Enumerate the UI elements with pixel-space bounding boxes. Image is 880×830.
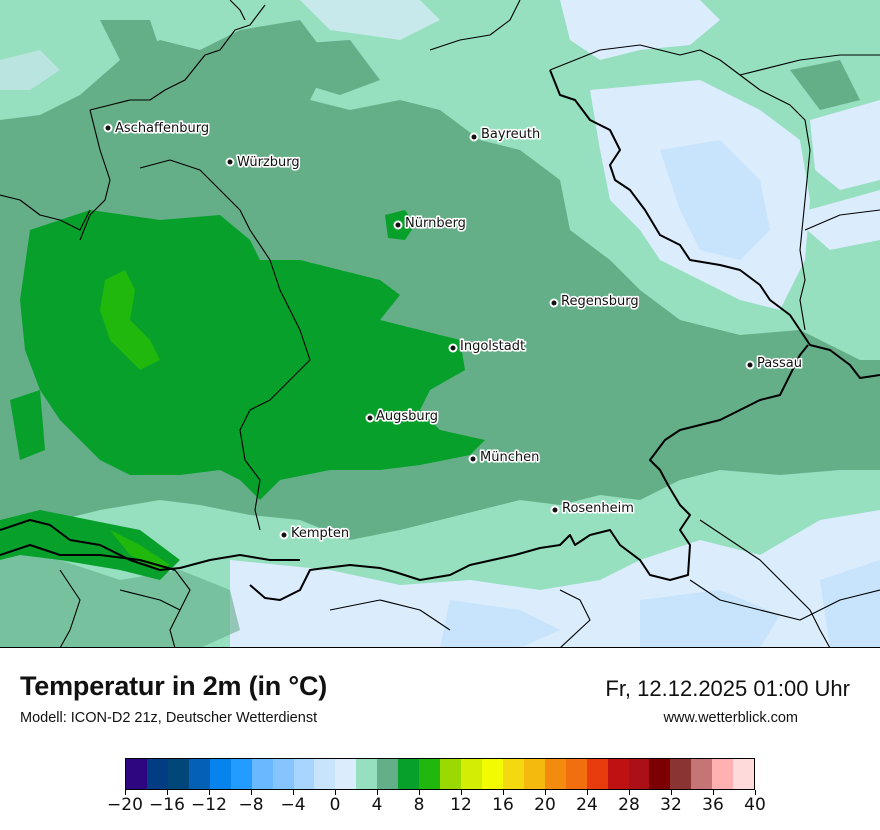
city-rosenheim: Rosenheim (550, 499, 636, 518)
map-svg: Aschaffenburg Würzburg Bayreuth Nürnberg… (0, 0, 880, 647)
website-link[interactable]: www.wetterblick.com (663, 710, 798, 726)
colorbar-segment (712, 759, 734, 789)
colorbar-tick (376, 790, 378, 795)
city-ingolstadt: Ingolstadt (448, 337, 527, 356)
colorbar-tick (502, 790, 504, 795)
svg-text:Würzburg: Würzburg (237, 155, 300, 170)
colorbar-tick (166, 790, 168, 795)
colorbar-segment (126, 759, 147, 789)
country-borders (0, 0, 880, 647)
svg-text:Bayreuth: Bayreuth (481, 127, 540, 142)
city-augsburg: Augsburg (365, 407, 440, 426)
colorbar-segment (398, 759, 420, 789)
colorbar-tick-label: −12 (191, 795, 227, 815)
svg-text:Kempten: Kempten (291, 526, 349, 541)
colorbar-tick-label: 32 (660, 795, 682, 815)
city-wuerzburg: Würzburg (225, 153, 301, 172)
colorbar-tick-label: −16 (149, 795, 185, 815)
city-nuernberg: Nürnberg (393, 214, 468, 233)
svg-text:Passau: Passau (757, 356, 802, 371)
colorbar-tick-label: 24 (576, 795, 598, 815)
colorbar-segment (146, 759, 168, 789)
svg-text:München: München (480, 450, 539, 465)
colorbar-segment (419, 759, 441, 789)
colorbar-tick (670, 790, 672, 795)
colorbar-tick (208, 790, 210, 795)
city-markers: Aschaffenburg Würzburg Bayreuth Nürnberg… (103, 119, 804, 543)
colorbar-tick-label: 4 (371, 795, 383, 815)
colorbar-tick (334, 790, 336, 795)
map-title: Temperatur in 2m (in °C) (20, 671, 328, 701)
city-aschaffenburg: Aschaffenburg (103, 119, 211, 138)
colorbar-tick-label: −4 (280, 795, 306, 815)
colorbar-segment (565, 759, 587, 789)
temp-field-8-10 (100, 270, 170, 570)
colorbar-segment (461, 759, 482, 789)
colorbar-segment (188, 759, 210, 789)
temperature-map: Aschaffenburg Würzburg Bayreuth Nürnberg… (0, 0, 880, 648)
colorbar-segment (272, 759, 294, 789)
colorbar-segment (377, 759, 399, 789)
model-source: Modell: ICON-D2 21z, Deutscher Wetterdie… (20, 710, 318, 726)
colorbar-tick (292, 790, 294, 795)
colorbar-tick-label: −8 (238, 795, 264, 815)
colorbar-segment (544, 759, 566, 789)
colorbar-segment (607, 759, 629, 789)
valid-datetime: Fr, 12.12.2025 01:00 Uhr (605, 676, 850, 701)
svg-text:Regensburg: Regensburg (561, 294, 639, 309)
colorbar-tick-label: 28 (618, 795, 640, 815)
colorbar-segment (314, 759, 336, 789)
colorbar-tick-label: 0 (329, 795, 341, 815)
colorbar-tick-label: 16 (492, 795, 514, 815)
svg-text:Augsburg: Augsburg (376, 409, 438, 424)
city-muenchen: München (468, 448, 541, 467)
colorbar-tick-label: 36 (702, 795, 724, 815)
colorbar-tick-label: 40 (744, 795, 766, 815)
svg-text:Nürnberg: Nürnberg (405, 216, 466, 231)
colorbar-segment (356, 759, 378, 789)
svg-text:Rosenheim: Rosenheim (562, 501, 634, 516)
colorbar-tick-label: 8 (413, 795, 425, 815)
temperature-colorbar (125, 758, 755, 790)
colorbar-segment (502, 759, 524, 789)
colorbar-segment (335, 759, 357, 789)
colorbar-tick (418, 790, 420, 795)
colorbar-tick-label: 20 (534, 795, 556, 815)
colorbar-segment (481, 759, 503, 789)
colorbar-segment (251, 759, 273, 789)
temp-field-6-8 (0, 210, 485, 580)
colorbar-ticks: −20 −16 −12 −8 −4 0 4 8 12 16 20 24 28 32 36 40 (107, 790, 766, 824)
colorbar-tick (250, 790, 252, 795)
colorbar-segment (293, 759, 315, 789)
colorbar-segment (586, 759, 608, 789)
svg-text:Ingolstadt: Ingolstadt (460, 339, 525, 354)
colorbar-segment (440, 759, 461, 789)
colorbar-tick (712, 790, 714, 795)
city-bayreuth: Bayreuth (469, 125, 542, 144)
colorbar-segment (628, 759, 650, 789)
colorbar-tick-label: 12 (450, 795, 472, 815)
colorbar-tick (460, 790, 462, 795)
colorbar-tick (544, 790, 546, 795)
colorbar-segment (691, 759, 713, 789)
city-passau: Passau (745, 354, 804, 373)
colorbar-segment (209, 759, 231, 789)
colorbar-segment (733, 759, 755, 789)
svg-text:Aschaffenburg: Aschaffenburg (115, 121, 209, 136)
colorbar-segment (670, 759, 692, 789)
colorbar-tick-label: −20 (107, 795, 143, 815)
colorbar-tick (628, 790, 630, 795)
colorbar-tick (586, 790, 588, 795)
city-kempten: Kempten (279, 524, 351, 543)
colorbar-segment (230, 759, 252, 789)
temp-field-minus2-0 (440, 140, 880, 647)
colorbar-segment (167, 759, 189, 789)
city-regensburg: Regensburg (549, 292, 640, 311)
colorbar-tick (124, 790, 126, 795)
colorbar-segment (649, 759, 671, 789)
colorbar-segment (523, 759, 545, 789)
colorbar-tick (754, 790, 756, 795)
